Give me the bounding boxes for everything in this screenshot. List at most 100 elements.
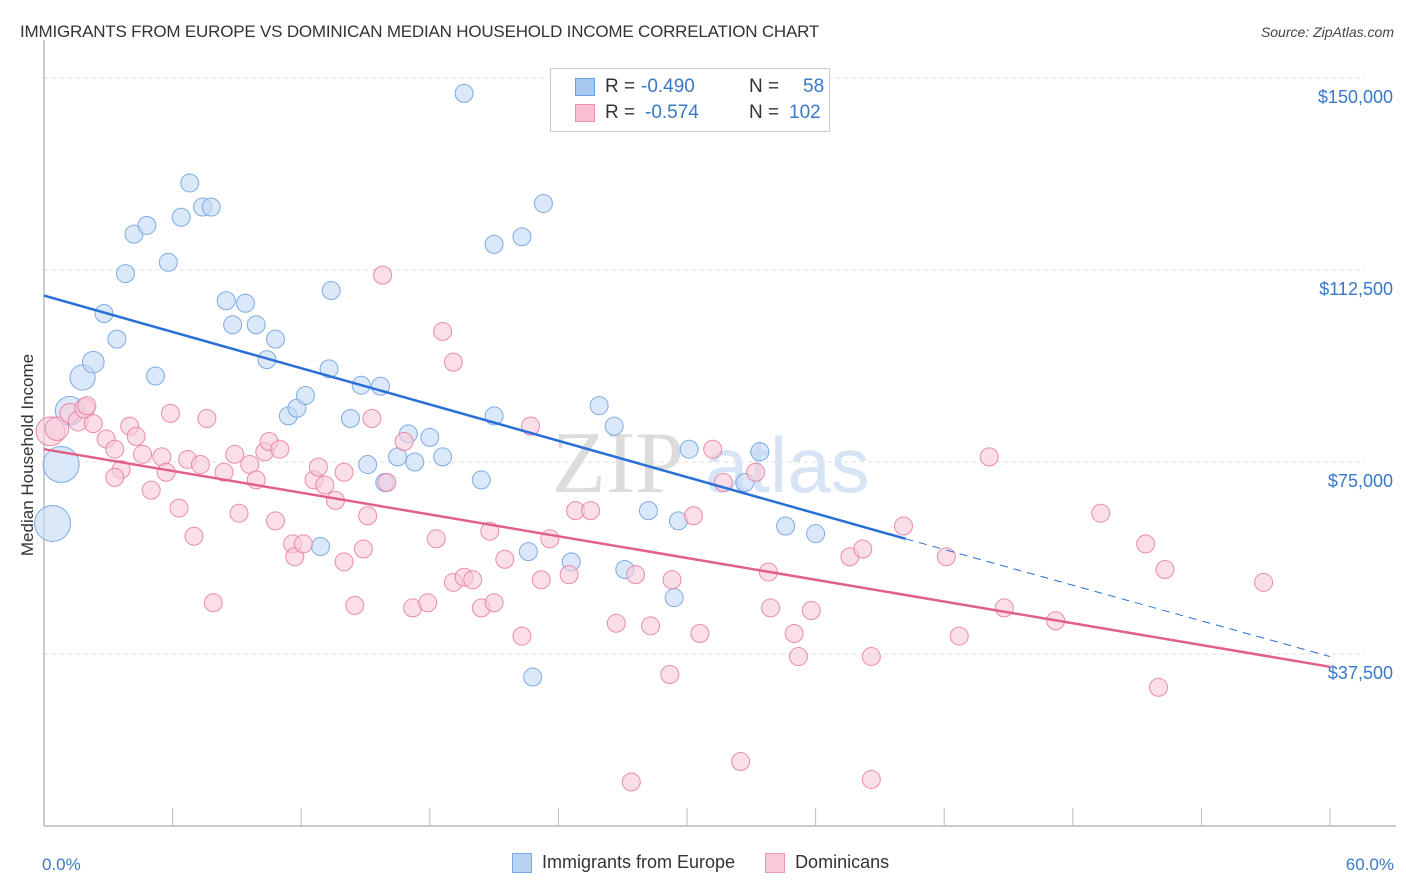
y-tick-label: $75,000 (1328, 471, 1393, 491)
data-point (310, 536, 330, 556)
data-point (169, 498, 189, 518)
data-point (293, 534, 313, 554)
data-point (750, 442, 770, 462)
x-tick-label-min: 0.0% (42, 855, 81, 874)
data-point (358, 506, 378, 526)
data-point (664, 588, 684, 608)
r-value: -0.574 (645, 102, 699, 123)
data-point (105, 467, 125, 487)
data-point (1136, 534, 1156, 554)
y-axis-label: Median Household Income (18, 354, 37, 556)
data-point (471, 470, 491, 490)
data-point (1149, 677, 1169, 697)
data-point (137, 215, 157, 235)
data-point (690, 624, 710, 644)
data-point (270, 439, 290, 459)
data-point (512, 227, 532, 247)
legend-row-europe: R = -0.490 N = 58 (575, 75, 824, 99)
data-point (141, 480, 161, 500)
data-point (581, 501, 601, 521)
data-point (229, 503, 249, 523)
data-point (345, 595, 365, 615)
data-point (660, 664, 680, 684)
trend-line-extension (905, 538, 1331, 658)
data-point (265, 511, 285, 531)
data-point (683, 506, 703, 526)
series-dominicans (35, 265, 1274, 792)
data-point (156, 462, 176, 482)
legend-swatch-europe (575, 78, 595, 96)
data-point (604, 416, 624, 436)
legend-swatch-europe (512, 852, 532, 873)
legend-item-europe[interactable]: Immigrants from Europe (512, 852, 735, 873)
trend-lines (43, 294, 1331, 669)
data-point (606, 613, 626, 633)
data-point (216, 291, 236, 311)
source-label: Source: ZipAtlas.com (1260, 24, 1394, 40)
data-point (861, 647, 881, 667)
data-point (377, 472, 397, 492)
data-point (484, 593, 504, 613)
legend-swatch-dominicans (575, 104, 595, 122)
data-point (703, 439, 723, 459)
r-value: -0.490 (641, 76, 695, 97)
data-point (171, 207, 191, 227)
data-point (319, 359, 339, 379)
data-point (353, 539, 373, 559)
legend-row-dominicans: R = -0.574 N = 102 (575, 101, 821, 125)
data-point (512, 626, 532, 646)
data-point (334, 552, 354, 572)
data-point (776, 516, 796, 536)
data-point (463, 570, 483, 590)
series-immigrants-from-europe (34, 83, 826, 687)
data-point (77, 396, 97, 416)
data-point (861, 769, 881, 789)
data-point (115, 264, 135, 284)
data-point (589, 396, 609, 416)
data-point (42, 446, 80, 484)
data-point (295, 385, 315, 405)
data-point (358, 455, 378, 475)
stats-legend: R = -0.490 N = 58 R = -0.574 N = 102 (550, 68, 830, 132)
data-point (246, 315, 266, 335)
data-point (443, 352, 463, 372)
data-point (979, 447, 999, 467)
y-tick-label: $112,500 (1319, 279, 1393, 299)
data-point (420, 427, 440, 447)
chart-title: IMMIGRANTS FROM EUROPE VS DOMINICAN MEDI… (20, 22, 820, 41)
data-point (893, 516, 913, 536)
watermark-atlas: atlas (705, 421, 870, 509)
data-point (160, 403, 180, 423)
data-point (34, 504, 72, 542)
data-point (225, 444, 245, 464)
y-tick-label: $150,000 (1318, 87, 1393, 107)
data-point (626, 565, 646, 585)
data-point (746, 462, 766, 482)
data-point (201, 197, 221, 217)
data-point (533, 193, 553, 213)
legend-item-dominicans[interactable]: Dominicans (765, 852, 889, 873)
data-point (83, 414, 103, 434)
data-point (531, 570, 551, 590)
data-point (518, 542, 538, 562)
legend-label-dominicans: Dominicans (795, 852, 890, 872)
data-point (433, 447, 453, 467)
data-point (340, 408, 360, 428)
data-point (105, 439, 125, 459)
data-point (936, 547, 956, 567)
data-point (184, 526, 204, 546)
data-point (190, 455, 210, 475)
data-point (1091, 503, 1111, 523)
data-point (158, 252, 178, 272)
x-tick-label-max: 60.0% (1346, 855, 1394, 874)
data-point (638, 501, 658, 521)
data-point (308, 457, 328, 477)
data-point (1155, 560, 1175, 580)
y-axis-tick-labels: $37,500 $75,000 $112,500 $150,000 (1318, 87, 1393, 683)
n-value: 58 (803, 76, 825, 97)
y-tick-label: $37,500 (1328, 663, 1393, 683)
data-point (81, 350, 105, 374)
data-point (126, 426, 146, 446)
data-point (679, 439, 699, 459)
